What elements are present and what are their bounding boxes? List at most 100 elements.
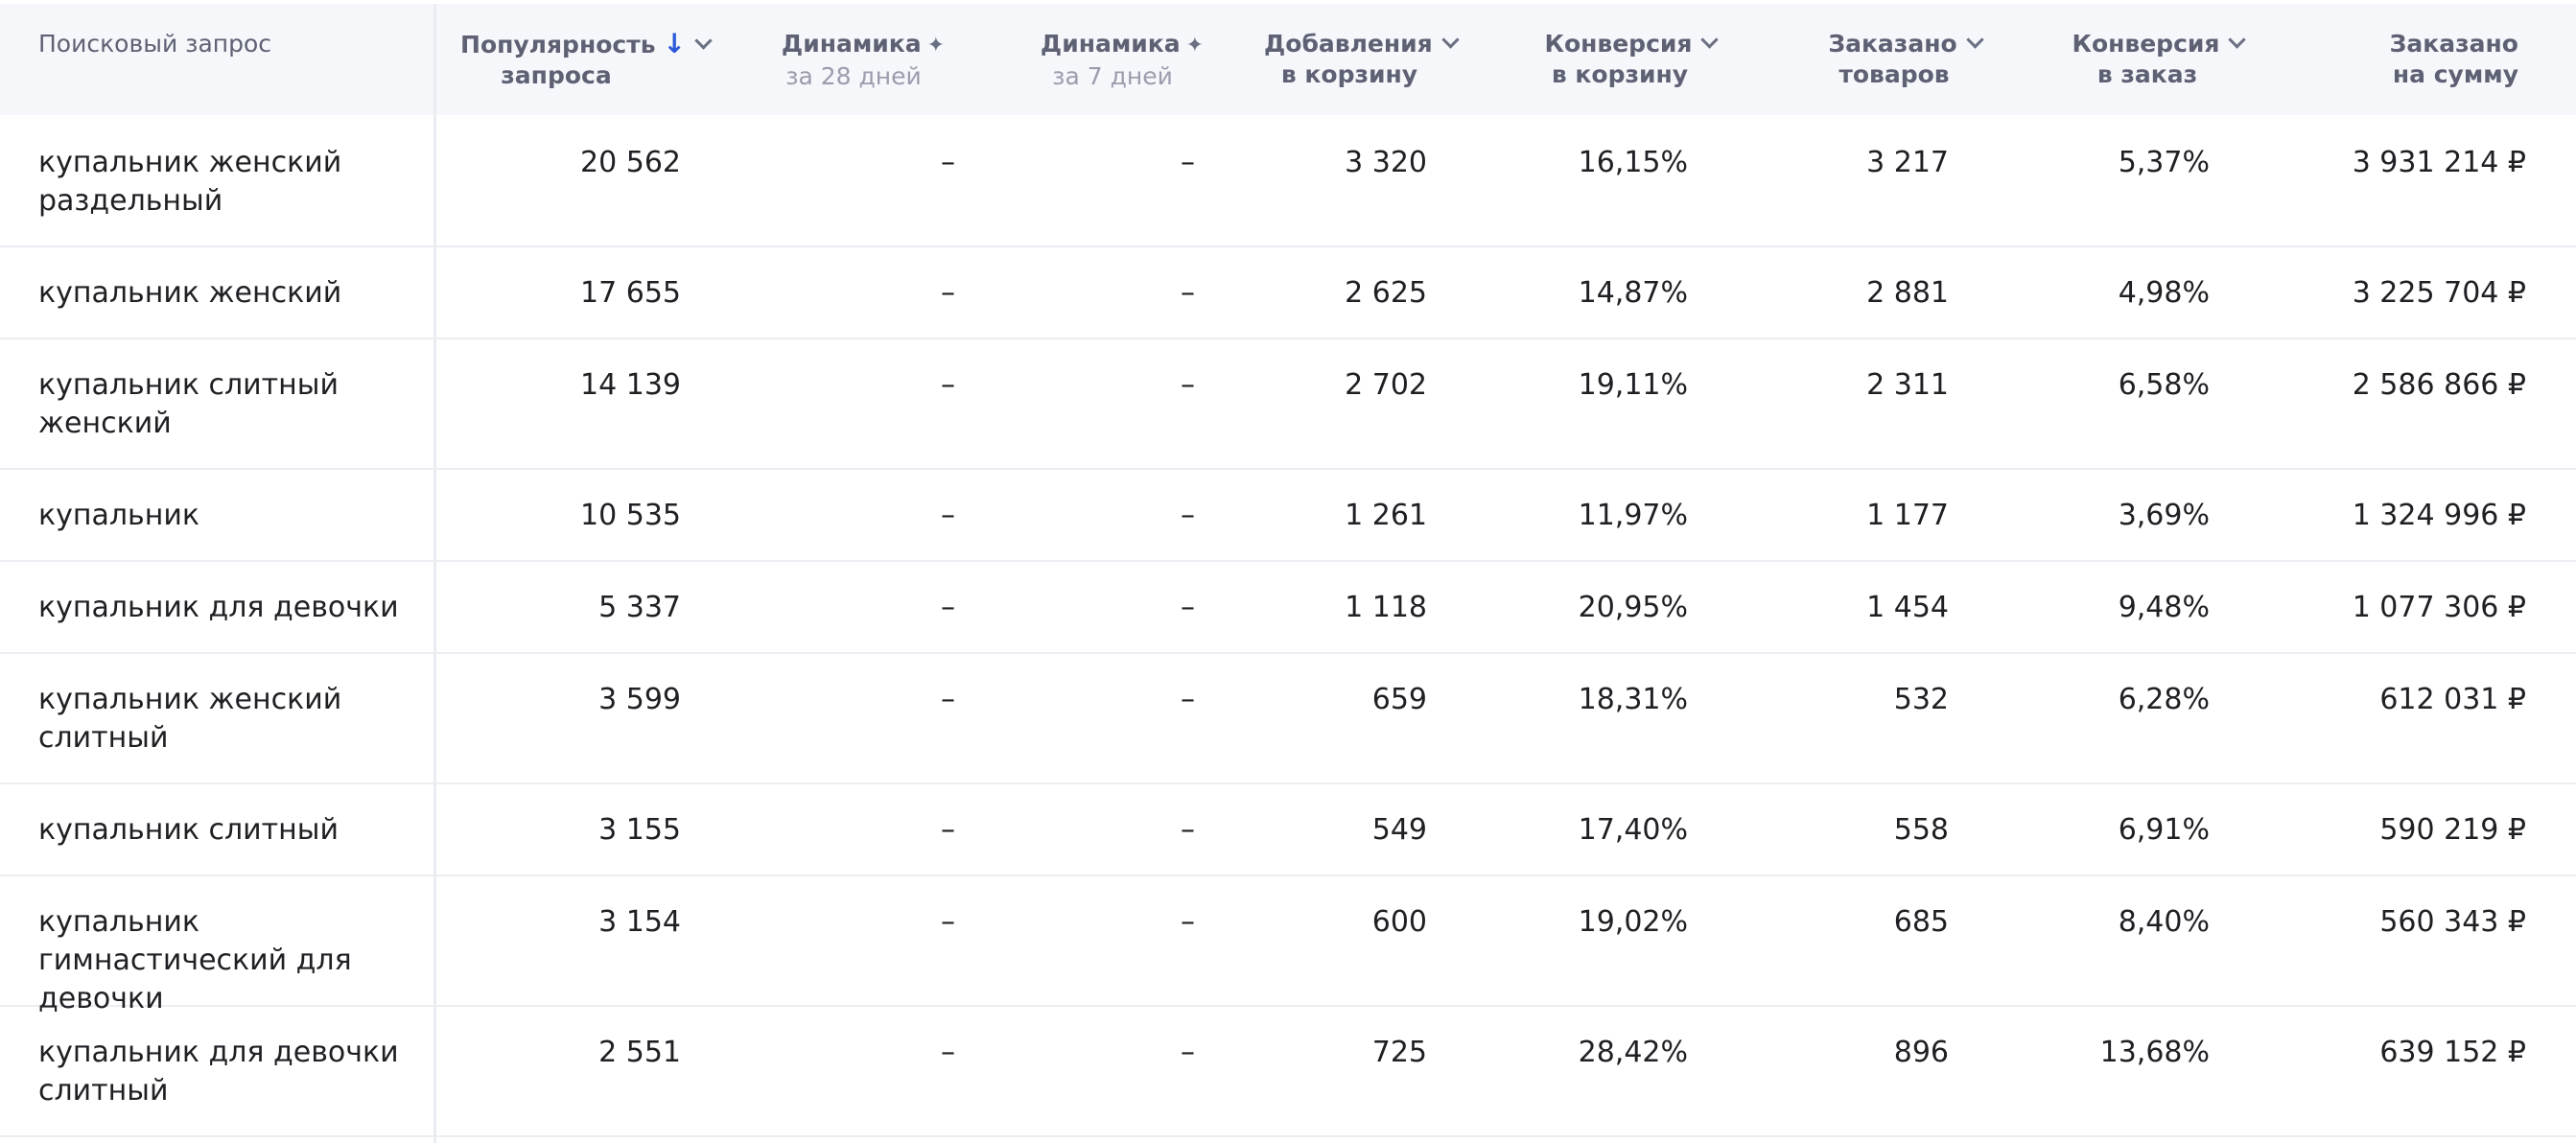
- query-text: купальник слитный: [38, 813, 339, 847]
- cart-conversion-value: 11,97%: [1578, 499, 1688, 532]
- dynamics-28-value: –: [941, 683, 955, 716]
- dynamics-7-value: –: [1181, 905, 1195, 939]
- ordered-items-value: 1 454: [1866, 591, 1949, 624]
- order-sum-value: 1 077 306 ₽: [2352, 591, 2526, 624]
- col-header-dynamics-28[interactable]: Динамика ✦ за 28 дней: [781, 30, 946, 90]
- dynamics-7-value: –: [1181, 276, 1195, 310]
- popularity-value: 3 154: [598, 905, 681, 939]
- cart-adds-value: 3 320: [1345, 146, 1427, 179]
- dynamics-28-value: –: [941, 591, 955, 624]
- order-sum-value: 3 225 704 ₽: [2352, 276, 2526, 310]
- order-conversion-value: 6,28%: [2118, 683, 2210, 716]
- cart-conversion-value: 20,95%: [1578, 591, 1688, 624]
- cart-conversion-value: 16,15%: [1578, 146, 1688, 179]
- popularity-value: 10 535: [580, 499, 681, 532]
- dynamics-7-value: –: [1181, 813, 1195, 847]
- table-row[interactable]: купальник 10 535 – – 1 261 11,97% 1 177 …: [0, 468, 2576, 562]
- col-header-popularity[interactable]: Популярность ↓ запроса: [457, 29, 714, 91]
- cart-conversion-value: 19,02%: [1578, 905, 1688, 939]
- chevron-down-icon[interactable]: [1700, 31, 1720, 49]
- order-sum-value: 590 219 ₽: [2379, 813, 2526, 847]
- ordered-items-value: 3 217: [1866, 146, 1949, 179]
- order-conversion-value: 6,58%: [2118, 368, 2210, 402]
- dynamics-7-value: –: [1181, 368, 1195, 402]
- col-header-query[interactable]: Поисковый запрос: [38, 30, 272, 58]
- ordered-items-value: 2 311: [1866, 368, 1949, 402]
- popularity-value: 3 599: [598, 683, 681, 716]
- order-conversion-value: 6,91%: [2118, 813, 2210, 847]
- dynamics-28-value: –: [941, 146, 955, 179]
- order-conversion-value: 13,68%: [2099, 1036, 2210, 1069]
- cart-adds-value: 549: [1371, 813, 1427, 847]
- query-text: купальник гимнастический для девочки: [38, 905, 352, 1015]
- chevron-down-icon[interactable]: [694, 32, 713, 50]
- ordered-items-value: 685: [1893, 905, 1949, 939]
- table-header: Поисковый запрос Популярность ↓ запроса Д…: [0, 4, 2576, 115]
- cart-adds-value: 600: [1371, 905, 1427, 939]
- dynamics-7-value: –: [1181, 591, 1195, 624]
- col-header-order-conversion[interactable]: Конверсия в заказ: [2062, 29, 2254, 90]
- dynamics-7-value: –: [1181, 146, 1195, 179]
- sort-down-arrow-icon[interactable]: ↓: [663, 28, 686, 59]
- col-header-dynamics-7[interactable]: Динамика ✦ за 7 дней: [1040, 30, 1205, 90]
- dynamics-7-value: –: [1181, 683, 1195, 716]
- order-sum-value: 560 343 ₽: [2379, 905, 2526, 939]
- query-text: купальник женский раздельный: [38, 146, 342, 218]
- table-row[interactable]: купальник слитный 3 155 – – 549 17,40% 5…: [0, 782, 2576, 876]
- dynamics-7-value: –: [1181, 1036, 1195, 1069]
- order-conversion-value: 4,98%: [2118, 276, 2210, 310]
- query-text: купальник для девочки слитный: [38, 1036, 399, 1108]
- cart-conversion-value: 18,31%: [1578, 683, 1688, 716]
- table-row[interactable]: купальник женский слитный 3 599 – – 659 …: [0, 652, 2576, 784]
- ai-sparkle-icon: ✦: [926, 34, 946, 58]
- cart-adds-value: 1 118: [1345, 591, 1427, 624]
- order-sum-value: 639 152 ₽: [2379, 1036, 2526, 1069]
- order-conversion-value: 5,37%: [2118, 146, 2210, 179]
- popularity-value: 17 655: [580, 276, 681, 310]
- order-sum-value: 3 931 214 ₽: [2352, 146, 2526, 179]
- col-header-cart-adds[interactable]: Добавления в корзину: [1264, 29, 1460, 90]
- order-conversion-value: 9,48%: [2118, 591, 2210, 624]
- chevron-down-icon[interactable]: [2228, 31, 2247, 49]
- chevron-down-icon[interactable]: [1965, 31, 1984, 49]
- query-text: купальник женский: [38, 276, 342, 310]
- cart-adds-value: 659: [1371, 683, 1427, 716]
- ai-sparkle-icon: ✦: [1185, 34, 1205, 58]
- table-row[interactable]: купальник для девочки 5 337 – – 1 118 20…: [0, 560, 2576, 654]
- popularity-value: 14 139: [580, 368, 681, 402]
- dynamics-28-value: –: [941, 368, 955, 402]
- query-text: купальник для девочки: [38, 591, 399, 624]
- ordered-items-value: 532: [1893, 683, 1949, 716]
- col-header-ordered-items[interactable]: Заказано товаров: [1818, 29, 1991, 90]
- dynamics-28-value: –: [941, 905, 955, 939]
- table-row[interactable]: купальник для девочки слитный 2 551 – – …: [0, 1005, 2576, 1137]
- popularity-value: 5 337: [598, 591, 681, 624]
- dynamics-28-value: –: [941, 276, 955, 310]
- col-header-cart-conversion[interactable]: Конверсия в корзину: [1534, 29, 1726, 90]
- cart-conversion-value: 19,11%: [1578, 368, 1688, 402]
- query-text: купальник: [38, 499, 199, 532]
- table-row[interactable]: купальник гимнастический для девочки 3 1…: [0, 875, 2576, 1015]
- col-header-order-sum[interactable]: Заказано на сумму: [2389, 30, 2518, 88]
- order-conversion-value: 3,69%: [2118, 499, 2210, 532]
- ordered-items-value: 558: [1893, 813, 1949, 847]
- table-row[interactable]: купальник женский раздельный 20 562 – – …: [0, 115, 2576, 247]
- column-divider: [433, 4, 436, 1143]
- dynamics-7-value: –: [1181, 499, 1195, 532]
- order-sum-value: 1 324 996 ₽: [2352, 499, 2526, 532]
- popularity-value: 3 155: [598, 813, 681, 847]
- order-sum-value: 2 586 866 ₽: [2352, 368, 2526, 402]
- chevron-down-icon[interactable]: [1441, 31, 1460, 49]
- table-row[interactable]: купальник женский 17 655 – – 2 625 14,87…: [0, 245, 2576, 339]
- dynamics-28-value: –: [941, 813, 955, 847]
- dynamics-28-value: –: [941, 1036, 955, 1069]
- popularity-value: 20 562: [580, 146, 681, 179]
- order-sum-value: 612 031 ₽: [2379, 683, 2526, 716]
- popularity-value: 2 551: [598, 1036, 681, 1069]
- table-row[interactable]: купальник слитный женский 14 139 – – 2 7…: [0, 338, 2576, 470]
- cart-adds-value: 725: [1371, 1036, 1427, 1069]
- cart-conversion-value: 28,42%: [1578, 1036, 1688, 1069]
- order-conversion-value: 8,40%: [2118, 905, 2210, 939]
- cart-adds-value: 2 702: [1345, 368, 1427, 402]
